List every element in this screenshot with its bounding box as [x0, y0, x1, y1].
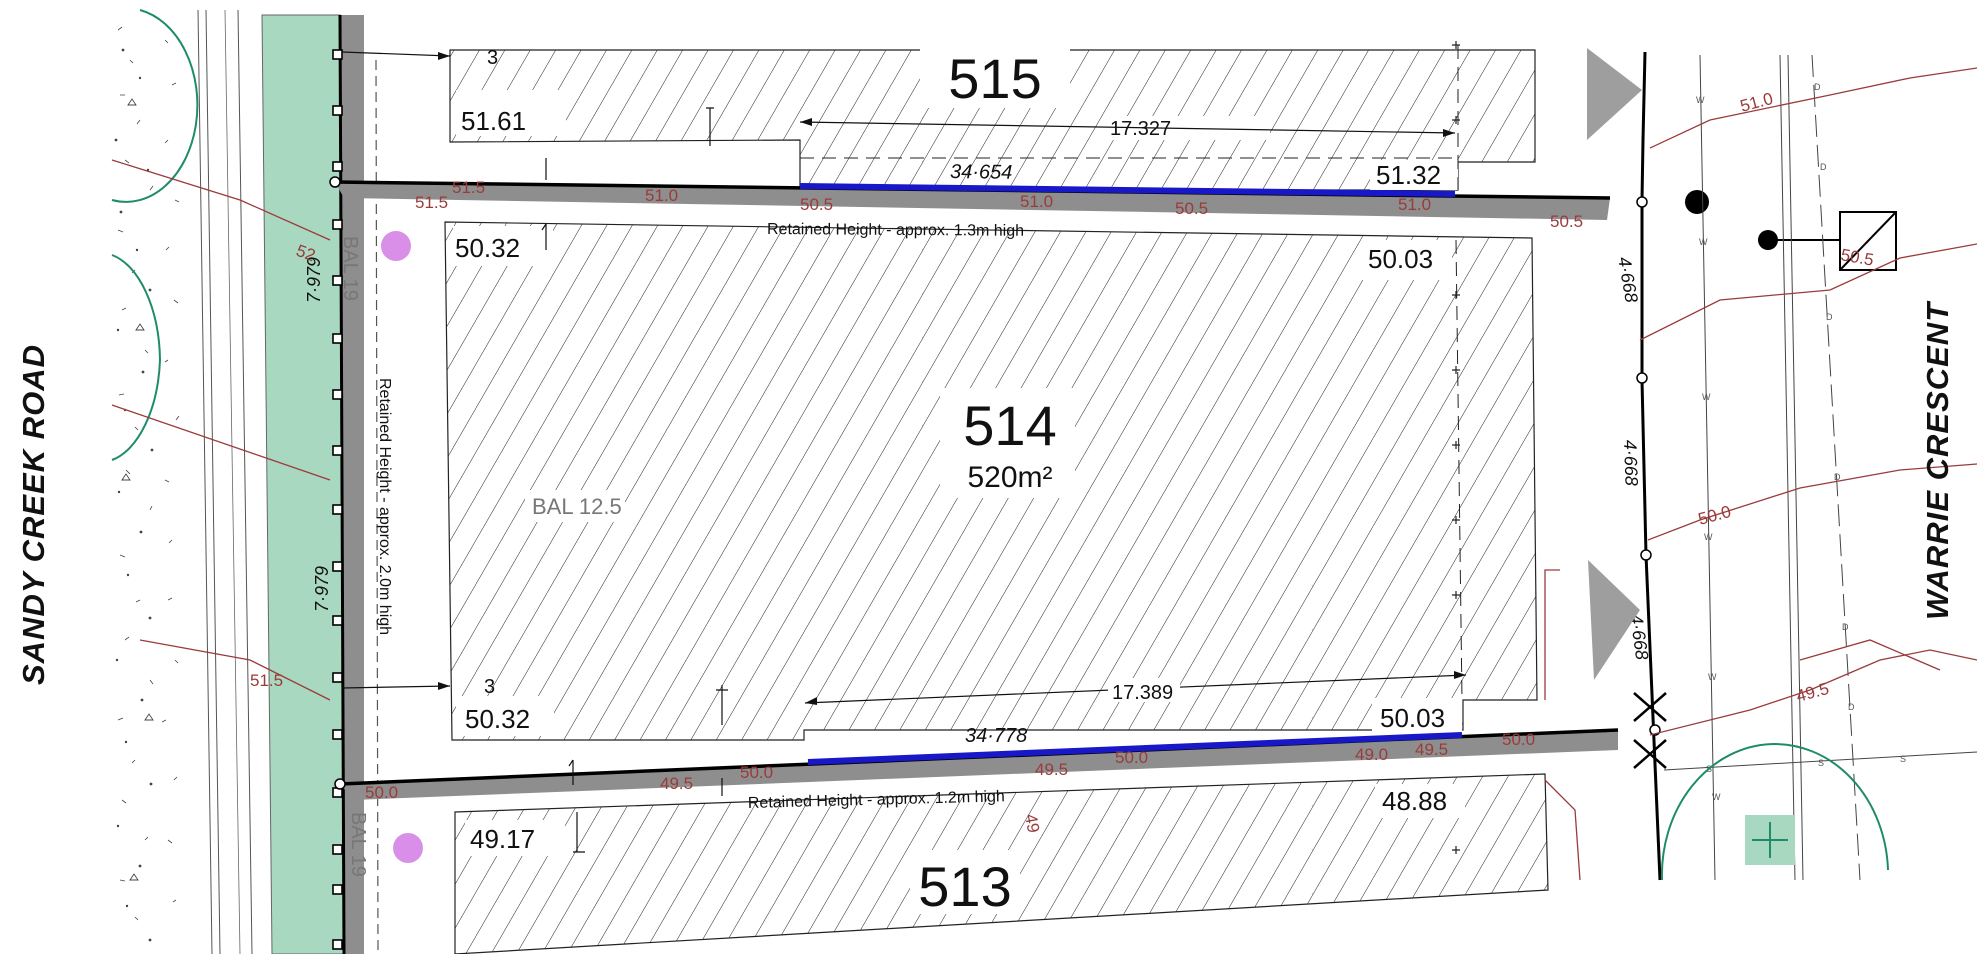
verge-water-line [224, 9, 241, 954]
service-lines [1663, 54, 1977, 881]
svg-text:50.0: 50.0 [1502, 730, 1535, 749]
sandy-creek-verge [112, 9, 253, 954]
svg-text:49: 49 [1021, 812, 1043, 834]
letterbox-icon [1758, 211, 1897, 271]
retaining-wall-north-label: Retained Height - approx. 1.3m high [767, 221, 1024, 240]
green-verge-strip [261, 14, 346, 954]
svg-text:W: W [1704, 532, 1713, 542]
svg-text:S: S [1900, 754, 1906, 764]
svg-text:W: W [1708, 672, 1717, 682]
lot-515-number: 515 [948, 47, 1041, 110]
contour-lines [111, 67, 1977, 881]
lot-513[interactable]: 513 49.17 48.88 [454, 773, 1549, 954]
lot-514-bal-zone: BAL 12.5 [532, 494, 622, 519]
svg-text:D: D [1820, 162, 1827, 172]
lot-515-rl-east: 51.32 [1376, 160, 1441, 190]
svg-text:D: D [1842, 622, 1849, 632]
svg-text:S: S [1818, 758, 1824, 768]
east-frontage-boundary: 4·668 4·668 4·668 [1614, 51, 1662, 881]
lot-514-east-setback [1455, 239, 1463, 701]
svg-text:49.0: 49.0 [1355, 745, 1388, 764]
svg-text:49.5: 49.5 [660, 774, 693, 793]
svg-text:49.5: 49.5 [1035, 760, 1068, 779]
warrie-crescent-label: WARRIE CRESCENT [1920, 300, 1955, 620]
pit-marker-icon [381, 231, 411, 261]
tree-canopy-icon [111, 9, 199, 461]
sandy-creek-road-label: SANDY CREEK ROAD [16, 344, 51, 685]
lot-515-rl-west: 51.61 [461, 106, 526, 136]
lot-514-area: 520m² [967, 461, 1052, 494]
svg-text:50.0: 50.0 [1696, 502, 1733, 529]
survey-post-markers [332, 49, 343, 950]
svg-text:51.0: 51.0 [1738, 89, 1775, 116]
east-boundary-dim-1: 4·668 [1614, 255, 1642, 304]
survey-cross-icon [1633, 692, 1667, 769]
svg-text:W: W [1702, 392, 1711, 402]
svg-text:W: W [1699, 237, 1708, 247]
retaining-wall-south: 34·778 [334, 725, 1619, 800]
svg-text:D: D [1834, 472, 1841, 482]
pit-marker-icon [1745, 815, 1795, 865]
crossover-triangle-south [1588, 560, 1640, 680]
lot-514-number: 514 [963, 394, 1056, 457]
svg-text:50.5: 50.5 [800, 195, 833, 214]
svg-text:51.0: 51.0 [1020, 192, 1053, 211]
retaining-wall-west-label: Retained Height - approx. 2.0m high [376, 378, 393, 635]
retaining-wall-north: 34·654 [329, 161, 1611, 220]
lot-514-rl-sw: 50.32 [465, 704, 530, 734]
svg-text:51.5: 51.5 [452, 178, 485, 197]
lot-514-frontage: 34·778 [965, 725, 1027, 747]
lot-514-rl-nw: 50.32 [455, 233, 520, 263]
pit-marker-icon [393, 833, 423, 863]
bal-label-lower: BAL 19 [347, 812, 369, 877]
lot-515-setback-dim: 17.327 [799, 45, 1460, 190]
bal-label-upper: BAL 19 [339, 236, 361, 301]
lot-514-rl-ne: 50.03 [1368, 244, 1433, 274]
lot-513-rl-east: 48.88 [1382, 786, 1447, 816]
west-boundary-dim-2: 7·979 [312, 566, 332, 612]
tree-canopy-icon [1660, 743, 1889, 881]
pole-dot-icon [1685, 190, 1709, 214]
svg-text:D: D [1848, 702, 1855, 712]
setback-dim-south: 3 [341, 676, 495, 698]
svg-text:3: 3 [487, 47, 498, 69]
lot-514[interactable]: 514 520m² 50.32 50.03 50.32 50.03 BAL 12… [444, 221, 1538, 741]
retaining-wall-south-label: Retained Height - approx. 1.2m high [748, 788, 1005, 812]
lot-514-rl-se: 50.03 [1380, 703, 1445, 733]
svg-text:17.327: 17.327 [1110, 118, 1171, 140]
svg-text:50.5: 50.5 [1175, 199, 1208, 218]
svg-text:3: 3 [484, 676, 495, 698]
svg-text:W: W [1696, 95, 1705, 105]
contour-labels: 51.5 51.5 51.0 50.5 51.0 50.5 51.0 50.5 … [250, 89, 1875, 834]
svg-text:D: D [1826, 312, 1833, 322]
svg-text:51.5: 51.5 [250, 671, 283, 690]
lot-513-rl-west: 49.17 [470, 824, 535, 854]
svg-text:50.0: 50.0 [365, 783, 398, 802]
lot-515-frontage: 34·654 [950, 161, 1013, 184]
svg-text:51.0: 51.0 [1398, 195, 1431, 214]
crossover-triangle-north [1587, 48, 1642, 140]
svg-text:51.5: 51.5 [415, 193, 448, 212]
svg-text:51.0: 51.0 [645, 186, 678, 205]
svg-text:49.5: 49.5 [1415, 740, 1448, 759]
west-boundary-dim-1: 7·979 [304, 257, 324, 303]
lot-513-number: 513 [918, 855, 1011, 918]
svg-text:D: D [1814, 82, 1821, 92]
svg-text:W: W [1712, 792, 1721, 802]
level-tick-marks [541, 107, 728, 853]
lot-514-setback-dim: 17.389 [804, 671, 1467, 705]
svg-text:50.5: 50.5 [1550, 212, 1583, 231]
setback-dim-north: 3 [341, 47, 498, 69]
svg-text:17.389: 17.389 [1112, 682, 1173, 704]
svg-text:50.0: 50.0 [1115, 748, 1148, 767]
svg-text:50.0: 50.0 [740, 763, 773, 782]
east-boundary-dim-2: 4·668 [1620, 439, 1642, 486]
west-retaining-wall [340, 15, 364, 954]
